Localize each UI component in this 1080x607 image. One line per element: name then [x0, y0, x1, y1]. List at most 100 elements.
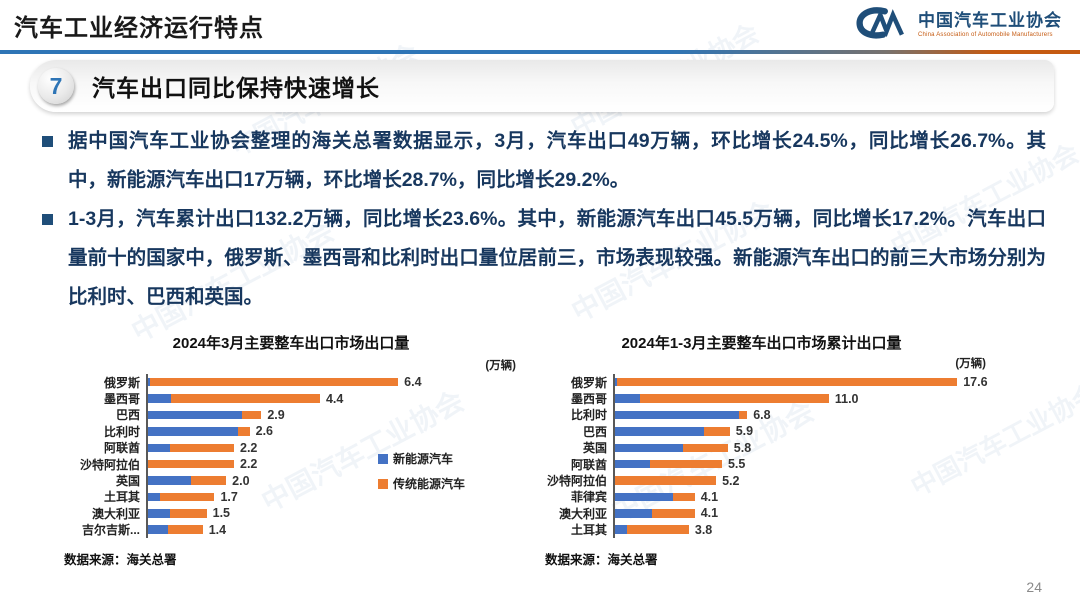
bar-segment [241, 410, 262, 420]
category-label: 土耳其 [103, 490, 140, 505]
bar-track: 1.4 [146, 521, 406, 538]
bar-track: 4.1 [613, 505, 965, 522]
category-label: 菲律宾 [570, 490, 607, 505]
bullet-item: 1-3月，汽车累计出口132.2万辆，同比增长23.6%。其中，新能源汽车出口4… [40, 200, 1046, 317]
chart-row: 沙特阿拉伯 5.2 [543, 472, 1040, 489]
bar-segment [615, 492, 674, 502]
value-label: 11.0 [834, 391, 859, 406]
bar-track: 5.5 [613, 455, 965, 473]
header-divider [0, 50, 1080, 54]
bar-segment [615, 459, 650, 469]
bar-track: 4.1 [613, 488, 965, 506]
chart-plot-area: 俄罗斯 17.6 墨西哥 11.0 比利时 6.8 巴西 5.9 英国 5.8 阿联酋 5.5 沙特阿拉… [543, 374, 1040, 538]
legend-label: 传统能源汽车 [393, 477, 466, 491]
org-name-cn: 中国汽车工业协会 [918, 11, 1062, 31]
chart-row: 俄罗斯 6.4 [62, 374, 520, 391]
bar-segment [148, 525, 168, 534]
chart-row: 俄罗斯 17.6 [543, 374, 1040, 391]
chart-row: 澳大利亚 4.1 [543, 505, 1040, 522]
bullet-text: 据中国汽车工业协会整理的海关总署数据显示，3月，汽车出口49万辆，环比增长24.… [68, 130, 1046, 191]
chart-row: 阿联酋 5.5 [543, 455, 1040, 473]
bar-segment [615, 525, 627, 534]
bar-segment [640, 394, 829, 403]
caam-logo-icon [856, 6, 910, 45]
bar-track: 5.8 [613, 439, 965, 456]
category-label: 墨西哥 [570, 392, 607, 407]
category-label: 沙特阿拉伯 [79, 457, 140, 472]
chart-plot-area: 俄罗斯 6.4 墨西哥 4.4 巴西 2.9 比利时 2.6 阿联酋 2.2 沙特阿拉伯 2.2 英国 2… [62, 374, 520, 538]
bar-track: 3.8 [613, 521, 965, 538]
chart-row: 菲律宾 4.1 [543, 488, 1040, 506]
bar-segment [673, 492, 695, 502]
bar-track: 6.8 [613, 406, 965, 424]
bar-track: 1.7 [146, 488, 406, 506]
category-label: 吉尔吉斯... [81, 523, 140, 538]
value-label: 5.2 [722, 473, 740, 488]
bar-segment [615, 427, 705, 436]
value-label: 2.6 [255, 424, 274, 439]
category-label: 英国 [582, 441, 607, 456]
bar-segment [615, 410, 740, 420]
bar-segment [650, 459, 722, 469]
org-logo: 中国汽车工业协会 China Association of Automobile… [856, 6, 1062, 45]
bar-track: 11.0 [613, 390, 965, 407]
chart-march-exports: 2024年3月主要整车出口市场出口量 (万辆) 俄罗斯 6.4 墨西哥 4.4 巴西 2.… [62, 330, 520, 578]
category-label: 比利时 [570, 408, 607, 423]
value-label: 2.2 [240, 440, 258, 455]
category-label: 俄罗斯 [103, 375, 140, 390]
org-name-en: China Association of Automobile Manufact… [918, 32, 1053, 39]
bar-segment [615, 509, 652, 518]
value-label: 1.7 [220, 489, 238, 504]
chart-row: 巴西 5.9 [543, 423, 1040, 440]
chart-row: 墨西哥 4.4 [62, 390, 520, 407]
bar-segment [739, 410, 748, 420]
bar-segment [683, 443, 728, 452]
bar-track: 2.2 [146, 455, 406, 473]
bar-track: 2.0 [146, 472, 406, 489]
bullet-square-icon [42, 214, 53, 225]
value-label: 1.5 [212, 506, 231, 521]
category-label: 沙特阿拉伯 [546, 474, 607, 489]
bar-segment [616, 377, 958, 387]
bullet-text: 1-3月，汽车累计出口132.2万辆，同比增长23.6%。其中，新能源汽车出口4… [68, 208, 1046, 308]
chart-row: 土耳其 1.7 [62, 488, 520, 506]
legend-label: 新能源汽车 [393, 452, 454, 466]
value-label: 1.4 [208, 522, 227, 537]
page-number: 24 [1026, 579, 1042, 595]
bar-track: 2.9 [146, 406, 406, 424]
value-label: 2.9 [267, 407, 285, 422]
chart-q1-cumulative-exports: 2024年1-3月主要整车出口市场累计出口量 (万辆) 俄罗斯 17.6 墨西哥 11… [543, 330, 1040, 578]
chart-row: 阿联酋 2.2 [62, 439, 520, 456]
value-label: 5.9 [735, 424, 754, 439]
value-label: 2.2 [240, 457, 258, 472]
bar-segment [615, 476, 717, 485]
category-label: 澳大利亚 [558, 506, 607, 521]
chart-row: 沙特阿拉伯 2.2 [62, 455, 520, 473]
chart-unit-label: (万辆) [485, 360, 516, 372]
bar-track: 2.2 [146, 439, 406, 456]
bar-segment [148, 377, 150, 387]
value-label: 5.5 [727, 457, 746, 472]
chart-row: 英国 5.8 [543, 439, 1040, 456]
bar-segment [171, 394, 320, 403]
value-label: 6.8 [753, 407, 771, 422]
value-label: 4.1 [700, 489, 719, 504]
bar-segment [626, 525, 689, 534]
bar-segment [237, 427, 250, 436]
chart-title: 2024年1-3月主要整车出口市场累计出口量 [621, 335, 902, 352]
bar-segment [148, 476, 191, 485]
ice-legend-swatch-icon [378, 478, 388, 489]
section-header: 7 汽车出口同比保持快速增长 [30, 60, 1054, 112]
bar-track: 5.2 [613, 472, 965, 489]
bar-segment [148, 509, 170, 518]
bar-segment [191, 476, 227, 485]
legend-item-ice: 传统能源汽车 [378, 475, 465, 492]
value-label: 2.0 [232, 473, 250, 488]
bar-track: 5.9 [613, 423, 965, 440]
bar-segment [169, 443, 234, 452]
value-label: 6.4 [404, 375, 422, 390]
chart-row: 墨西哥 11.0 [543, 390, 1040, 407]
data-source-note: 数据来源：海关总署 [64, 553, 177, 567]
chart-row: 巴西 2.9 [62, 406, 520, 424]
chart-row: 比利时 2.6 [62, 423, 520, 440]
